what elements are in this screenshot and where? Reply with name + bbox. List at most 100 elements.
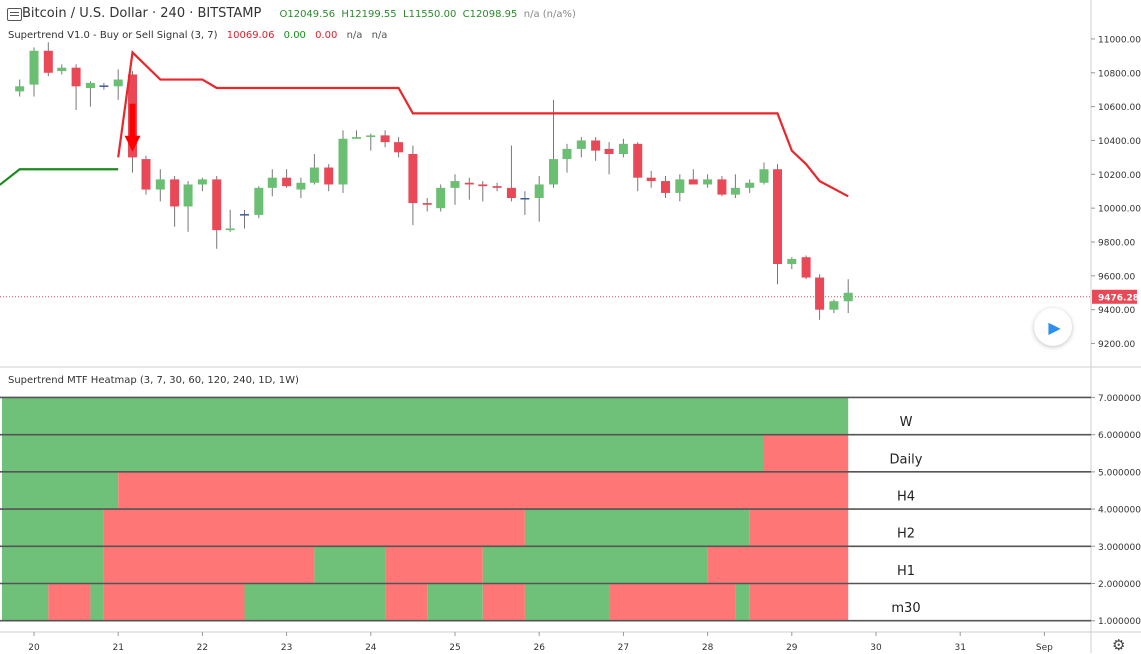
candle-body	[717, 179, 727, 195]
heatmap-cell	[427, 583, 483, 621]
heatmap-cell	[482, 583, 525, 621]
time-tick-label: 29	[786, 643, 798, 653]
candle-body	[254, 187, 264, 215]
candle-body	[829, 301, 839, 310]
ohlc-low: L11550.00	[403, 9, 457, 20]
candle-body	[787, 258, 797, 264]
candle-body	[155, 179, 165, 190]
candle-body	[450, 181, 460, 188]
price-tick-label: 11000.00	[1098, 35, 1141, 45]
candle-body	[225, 228, 235, 231]
candle-body	[422, 203, 432, 205]
indicator-label: Supertrend V1.0 - Buy or Sell Signal (3,…	[8, 30, 218, 41]
price-tick-label: 9400.00	[1098, 306, 1135, 316]
candle-body	[380, 135, 390, 143]
candle-body	[212, 179, 222, 231]
sell-arrow-head	[124, 135, 141, 152]
time-tick-label: 22	[197, 643, 208, 653]
candle-body	[591, 140, 601, 151]
heatmap-cell	[385, 583, 428, 621]
price-tick-label: 10400.00	[1098, 137, 1141, 147]
candle-body	[506, 187, 516, 198]
heatmap-tick-label: 2.000000	[1098, 580, 1141, 590]
candle-body	[408, 154, 418, 204]
heatmap-row-label: m30	[891, 601, 920, 616]
heatmap-cell	[2, 546, 104, 584]
heatmap-row-label: Daily	[890, 452, 923, 467]
candle-body	[170, 179, 180, 207]
symbol-header: Bitcoin / U.S. Dollar · 240 · BITSTAMP O…	[8, 6, 576, 21]
ohlc-high: H12199.55	[341, 9, 397, 20]
candle-body	[703, 179, 713, 185]
heatmap-tick-label: 7.000000	[1098, 394, 1141, 404]
sell-arrow-shaft	[129, 103, 136, 138]
candle-body	[197, 179, 207, 185]
indicator-legend[interactable]: Supertrend V1.0 - Buy or Sell Signal (3,…	[8, 30, 387, 41]
price-tick-label: 9200.00	[1098, 340, 1135, 350]
candle-body	[815, 277, 825, 310]
time-tick-label: 30	[870, 643, 882, 653]
candle-body	[843, 292, 853, 302]
candle-body	[309, 167, 319, 183]
heatmap-row-label: H1	[897, 564, 915, 579]
candle-body	[759, 169, 769, 183]
supertrend-down-line	[117, 50, 849, 198]
candle-body	[633, 143, 643, 178]
candle-body	[549, 159, 559, 185]
ohlc-close: C12098.95	[462, 9, 518, 20]
heatmap-tick-label: 5.000000	[1098, 468, 1141, 478]
candle-body	[296, 182, 306, 190]
heatmap-cell	[103, 546, 315, 584]
candle-body	[464, 182, 474, 185]
candle-body	[324, 167, 334, 185]
indicator-value-1: 10069.06	[226, 30, 275, 41]
candle-body	[604, 148, 614, 154]
candle-body	[618, 143, 628, 154]
price-tick-label: 10800.00	[1098, 69, 1141, 79]
candle-body	[436, 187, 446, 209]
heatmap-cell	[103, 583, 245, 621]
indicator-value-3: 0.00	[315, 30, 338, 41]
candle-body	[366, 135, 376, 138]
heatmap-cell	[2, 583, 49, 621]
candle-body	[801, 257, 811, 278]
candle-body	[661, 181, 670, 193]
play-icon: ▶	[1048, 317, 1061, 337]
candle-body	[688, 179, 698, 185]
candle-body	[675, 179, 685, 193]
candle-body	[338, 138, 348, 185]
time-tick-label: 26	[533, 643, 545, 653]
price-tick-label: 10600.00	[1098, 103, 1141, 113]
heatmap-row-label: H4	[897, 489, 915, 504]
heatmap-cell	[2, 471, 119, 510]
price-tick-label: 9600.00	[1098, 272, 1135, 282]
candle-body	[240, 214, 249, 216]
heatmap-cell	[524, 583, 610, 621]
heatmap-row-label: H2	[897, 527, 915, 542]
heatmap-legend[interactable]: Supertrend MTF Heatmap (3, 7, 30, 60, 12…	[8, 375, 299, 386]
ohlc-values: O12049.56 H12199.55 L11550.00 C12098.95 …	[279, 9, 575, 20]
candle-body	[43, 50, 53, 73]
time-tick-label: 23	[281, 643, 292, 653]
heatmap-tick-label: 6.000000	[1098, 431, 1141, 441]
indicator-value-2: 0.00	[283, 30, 306, 41]
ohlc-change: n/a (n/a%)	[523, 9, 576, 20]
time-tick-label: 25	[449, 643, 460, 653]
heatmap-cell	[749, 509, 849, 547]
heatmap-tick-label: 4.000000	[1098, 506, 1141, 516]
candle-body	[282, 177, 292, 187]
settings-gear-icon[interactable]: ⚙	[1112, 636, 1126, 654]
heatmap-cell	[90, 583, 104, 621]
candle-body	[394, 142, 404, 153]
time-tick-label: 31	[954, 643, 965, 653]
heatmap-cell	[244, 583, 386, 621]
candle-body	[351, 137, 361, 139]
heatmap-cell	[2, 397, 849, 435]
scroll-to-realtime-button[interactable]: ▶	[1034, 308, 1072, 346]
last-price-label: 9476.28	[1098, 293, 1139, 303]
symbol-menu-icon[interactable]	[7, 8, 22, 21]
candle-body	[141, 159, 151, 190]
price-tick-label: 10000.00	[1098, 205, 1141, 215]
